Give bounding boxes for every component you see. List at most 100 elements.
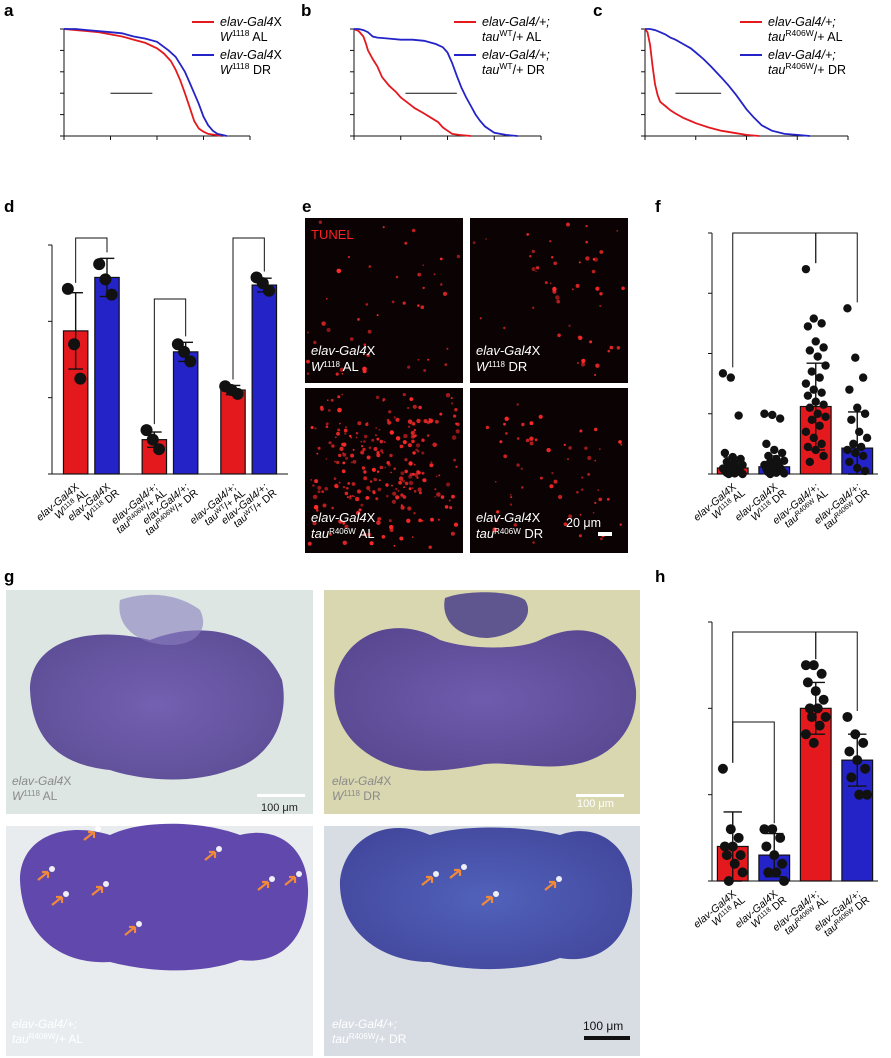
tissue-shape [119,594,204,645]
data-point [74,372,87,385]
tunel-signal [326,298,328,300]
tunel-signal [529,436,534,441]
data-point [146,433,159,446]
tunel-signal [417,304,420,307]
tunel-signal [412,536,414,538]
tunel-signal [336,460,340,465]
tunel-signal [357,318,360,321]
tunel-signal [451,435,457,440]
tunel-signal [363,440,366,443]
tunel-signal [587,455,592,461]
data-point [760,409,769,418]
tunel-signal [345,426,347,428]
legend-genotype: elav-Gal4/+; [482,48,550,62]
tunel-signal [525,438,530,443]
tunel-signal [389,430,394,435]
tunel-signal [581,358,586,363]
tunel-signal [568,514,573,519]
tunel-signal [369,480,373,483]
tunel-signal [387,420,392,425]
image-label: tauR406W DR [476,526,543,541]
tunel-signal [360,440,363,443]
tunel-signal [403,486,405,489]
tunel-signal [432,442,438,448]
tunel-signal [347,482,351,485]
tunel-signal [380,449,384,453]
legend-label: elav-Gal4X [220,15,283,29]
tunel-signal [326,327,331,333]
tunel-signal [331,506,335,510]
tunel-signal [516,463,520,467]
tunel-signal [348,496,352,500]
legend-condition: /+ AL [814,30,843,44]
tunel-signal [363,470,367,474]
tunel-signal [378,428,381,431]
data-point [821,412,830,421]
tunel-signal [427,358,430,361]
data-point [846,772,857,783]
image-label-genotype-suffix: X [63,774,71,788]
image-label-genotype-suffix: X [532,510,541,525]
tunel-signal [397,490,400,492]
tunel-signal [549,484,554,489]
tunel-signal [338,519,343,524]
tunel-signal [381,451,384,454]
tunel-signal [375,395,380,400]
tunel-signal [342,452,347,457]
tunel-signal [556,299,561,304]
tunel-signal [362,447,366,452]
tunel-signal [599,292,603,296]
legend-condition: /+ DR [814,63,846,77]
data-point [761,841,772,852]
tunel-scale-label: 20 μm [566,516,601,530]
tunel-signal [456,254,461,259]
image-label-genotype: elav-Gal4 [12,774,64,788]
tunel-image-tau-al [305,388,463,553]
panel-label-f: f [655,197,661,216]
legend-genotype: elav-Gal4/+; [482,15,550,29]
image-label-transgene: W [12,789,25,803]
vacuole-arrow [544,880,557,891]
tunel-signal [366,485,371,491]
tunel-signal [391,484,393,487]
data-point [860,409,870,418]
data-point [853,463,862,473]
tunel-signal [408,461,413,466]
tunel-signal [410,430,415,436]
tunel-signal [317,485,322,490]
data-point [852,755,863,766]
brain-section-shape [334,628,637,771]
tunel-signal [439,257,443,261]
panel-label-e: e [302,197,311,216]
image-label-superscript: 1118 [323,360,340,369]
tunel-signal [312,494,318,500]
tunel-signal [373,447,378,451]
tunel-signal [318,220,323,224]
tunel-signal [408,480,414,486]
tunel-signal [327,399,329,402]
tunel-signal [510,494,512,496]
tunel-signal [599,250,604,254]
tunel-signal [546,447,551,453]
tunel-signal [402,495,407,499]
tunel-signal [421,471,425,475]
tunel-signal [598,497,602,502]
data-point [813,352,822,361]
tunel-signal [585,224,588,228]
legend-condition: /+ AL [513,30,542,44]
vacuole-arrow [204,850,217,861]
tunel-signal [307,541,312,546]
tunel-signal [451,402,454,405]
significance-bracket [732,232,817,368]
vacuole [493,891,499,897]
tunel-signal [399,536,404,541]
tunel-signal [406,518,411,523]
data-point [812,703,823,714]
tunel-signal [521,486,524,489]
image-label-superscript: 1118 [23,789,40,798]
legend-genotype: tau [482,30,499,44]
tunel-signal [422,478,427,483]
tunel-signal [371,438,375,442]
tunel-signal [440,283,443,286]
